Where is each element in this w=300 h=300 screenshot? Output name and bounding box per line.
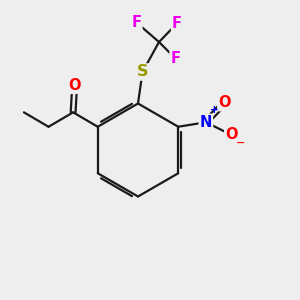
Text: F: F [172, 16, 182, 31]
Text: O: O [218, 95, 231, 110]
Text: −: − [236, 138, 246, 148]
Text: N: N [200, 115, 212, 130]
Text: O: O [68, 78, 81, 93]
Text: F: F [131, 15, 142, 30]
Text: +: + [210, 105, 219, 115]
Text: O: O [225, 127, 238, 142]
Text: S: S [137, 64, 148, 80]
Text: F: F [170, 51, 181, 66]
